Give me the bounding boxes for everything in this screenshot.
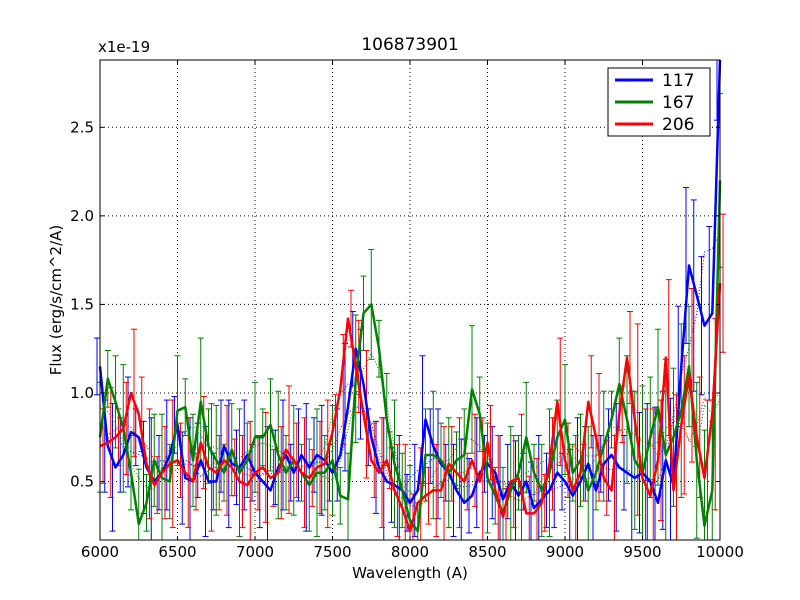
x-tick-label: 9000 xyxy=(546,543,584,561)
series-line-167 xyxy=(98,180,722,533)
x-tick-label: 8000 xyxy=(391,543,429,561)
series-lines xyxy=(98,59,722,533)
x-tick-label: 10000 xyxy=(696,543,744,561)
x-tick-label: 7500 xyxy=(313,543,351,561)
series-line-117 xyxy=(98,59,722,510)
offset-label: x1e-19 xyxy=(98,38,150,56)
x-tick-label: 6500 xyxy=(158,543,196,561)
legend-label-206: 206 xyxy=(662,115,694,135)
axis-ticks: 6000 6500 7000 7500 8000 8500 9000 9500 10000 0.5… xyxy=(70,60,744,561)
y-tick-label: 1.0 xyxy=(70,384,94,402)
x-axis-label: Wavelength (A) xyxy=(352,564,468,582)
y-axis-label: Flux (erg/s/cm^2/A) xyxy=(47,225,65,376)
series-line-206 xyxy=(99,283,722,533)
x-tick-label: 8500 xyxy=(468,543,506,561)
legend-label-167: 167 xyxy=(662,93,694,113)
chart-title: 106873901 xyxy=(361,35,458,55)
legend-label-117: 117 xyxy=(662,71,694,91)
y-tick-label: 1.5 xyxy=(70,295,94,313)
x-tick-label: 9500 xyxy=(623,543,661,561)
y-tick-label: 2.0 xyxy=(70,207,94,225)
legend: 117 167 206 xyxy=(607,67,711,137)
x-tick-label: 6000 xyxy=(81,543,119,561)
y-tick-label: 0.5 xyxy=(70,473,94,491)
x-tick-label: 7000 xyxy=(236,543,274,561)
y-tick-label: 2.5 xyxy=(70,118,94,136)
